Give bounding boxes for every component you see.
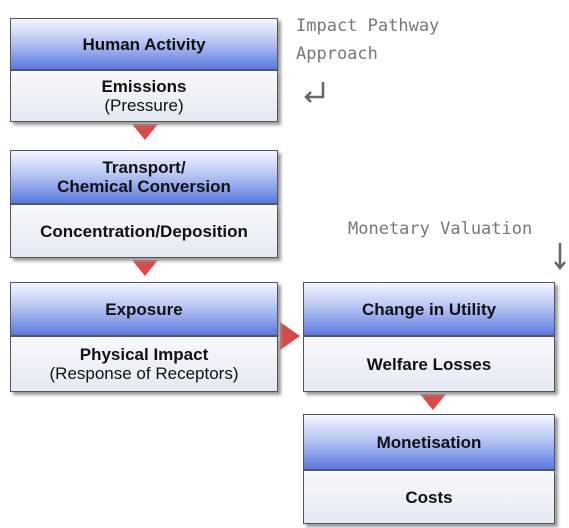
node-label: Welfare Losses <box>366 354 492 374</box>
node-label: Exposure <box>105 299 183 319</box>
node-label: Monetisation <box>376 432 482 452</box>
node-sublabel: (Response of Receptors) <box>49 364 239 383</box>
return-arrow <box>304 82 325 103</box>
node: Transport/Chemical Conversion <box>10 150 278 204</box>
node: Emissions (Pressure) <box>10 70 278 122</box>
arrow-down <box>420 394 446 410</box>
node-label: Physical Impact <box>79 345 209 364</box>
node-label: Human Activity <box>82 34 206 54</box>
node: Physical Impact (Response of Receptors) <box>10 336 278 392</box>
node-label: Transport/ <box>102 158 186 177</box>
node-label: Change in Utility <box>361 299 497 319</box>
node: Concentration/Deposition <box>10 204 278 258</box>
node-sublabel: (Pressure) <box>104 96 184 115</box>
arrow-right <box>280 322 300 350</box>
node-label: Chemical Conversion <box>57 177 231 196</box>
annotation: Impact Pathway Approach <box>296 12 439 68</box>
down-arrow <box>554 243 566 270</box>
node: Monetisation <box>303 414 555 470</box>
node: Welfare Losses <box>303 336 555 392</box>
annotation-line: Approach <box>296 44 378 64</box>
node: Exposure <box>10 282 278 336</box>
annotation: Monetary Valuation <box>348 219 533 239</box>
node-label: Costs <box>405 487 453 507</box>
node: Change in Utility <box>303 282 555 336</box>
annotation-line: Impact Pathway <box>296 16 440 36</box>
arrow-down <box>132 124 158 140</box>
node-label: Concentration/Deposition <box>40 221 248 241</box>
arrow-down <box>132 260 158 276</box>
node: Human Activity <box>10 18 278 70</box>
node: Costs <box>303 470 555 524</box>
node-label: Emissions <box>101 77 187 96</box>
